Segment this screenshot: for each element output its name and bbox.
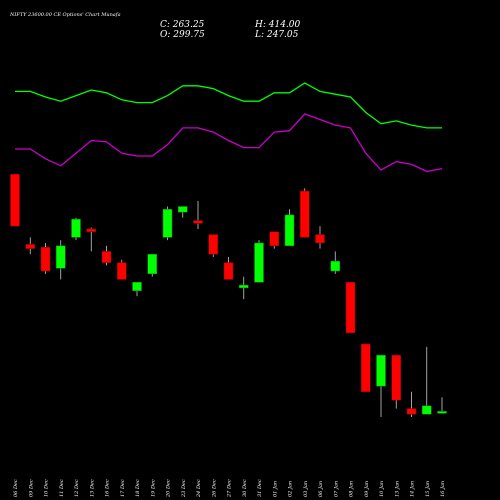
down-candle-body [223,262,234,280]
candle [86,227,96,252]
candle [25,237,35,255]
candle [208,234,218,258]
x-tick-label: 16 Dec [105,479,111,497]
open-readout: O: 299.75 [160,30,205,40]
x-tick-label: 12 Dec [74,479,80,497]
x-tick-label: 06 Dec [13,479,19,497]
candle [284,209,295,247]
candle [269,231,279,249]
x-tick-label: 19 Dec [150,479,156,497]
down-candle-body [193,220,203,224]
candle [391,355,401,409]
down-candle-body [391,355,401,401]
candle [10,173,20,227]
x-tick-label: 10 Jan [379,481,385,497]
up-candle-body [162,209,173,238]
up-candle-body [239,284,249,289]
up-candle-body [178,206,188,213]
close-readout: C: 263.25 [160,20,205,30]
down-candle-body [25,244,35,249]
down-candle-body [361,343,371,392]
x-tick-label: 18 Dec [135,479,141,497]
x-tick-label: 23 Dec [181,479,187,498]
x-tick-label: 26 Dec [211,479,217,498]
candle [315,226,325,249]
candle [422,346,432,415]
candle [254,240,264,283]
candle [239,276,249,300]
candle [40,242,51,274]
candle [132,282,142,297]
down-candle-body [101,251,112,263]
indicator-lines [15,82,443,173]
candle [56,240,66,280]
candle [101,245,112,266]
x-tick-label: 01 Jan [272,481,278,497]
x-tick-label: 15 Jan [425,481,431,497]
down-candle-body [208,234,218,255]
x-tick-label: 24 Dec [196,479,202,498]
x-tick-label: 16 Jan [440,481,446,497]
candle [178,206,188,218]
x-tick-label: 09 Jan [364,481,370,497]
upper-indicator-line [15,82,442,129]
down-candle-body [315,234,325,244]
down-candle-body [10,173,20,227]
up-candle-body [56,245,66,269]
x-tick-label: 03 Jan [303,481,309,497]
down-candle-body [117,262,127,280]
x-tick-label: 07 Jan [333,481,339,497]
x-tick-label: 14 Jan [410,481,416,497]
x-tick-label: 10 Dec [44,479,50,497]
candle [345,282,356,334]
up-candle-body [71,218,81,238]
candle [162,206,173,241]
candle [406,391,417,417]
up-candle-body [284,214,295,247]
candle [361,343,371,392]
x-tick-label: 27 Dec [227,479,233,498]
lower-indicator-line [15,113,443,173]
high-readout: H: 414.00 [254,20,301,30]
candle [147,253,157,277]
candle [71,217,81,241]
down-candle-body [269,231,279,247]
candle [330,251,340,274]
down-candle-body [406,408,417,415]
down-candle-body [345,282,356,334]
x-axis-tick-labels: 06 Dec 09 Dec 10 Dec 11 Dec 12 Dec 13 Dec 16 D… [13,479,446,498]
x-tick-label: 20 Dec [166,479,172,498]
down-candle-body [86,228,96,233]
up-candle-body [132,282,142,291]
up-candle-body [376,355,386,387]
candle [437,397,447,414]
x-tick-label: 09 Dec [28,479,34,497]
x-tick-label: 06 Jan [318,481,324,497]
up-candle-body [437,411,447,414]
x-tick-label: 30 Dec [242,479,248,497]
candle [193,200,203,229]
chart-title: NIFTY 23600.00 CE Options' Chart Munafa [9,12,121,18]
x-tick-label: 02 Jan [288,481,294,497]
candle [117,259,127,280]
candle [376,355,386,417]
up-candle-body [330,260,340,272]
candle [223,257,234,280]
candles [10,173,447,417]
down-candle-body [40,246,51,272]
x-tick-label: 13 Dec [89,479,95,497]
x-tick-label: 17 Dec [120,479,126,497]
x-tick-label: 08 Jan [349,481,355,497]
up-candle-body [254,242,264,283]
up-candle-body [147,253,157,275]
down-candle-body [300,190,310,238]
x-tick-label: 11 Dec [59,479,65,497]
low-readout: L: 247.05 [254,30,299,40]
candle [300,188,310,238]
x-tick-label: 13 Jan [394,481,400,497]
up-candle-body [422,405,432,415]
x-tick-label: 31 Dec [257,479,263,497]
